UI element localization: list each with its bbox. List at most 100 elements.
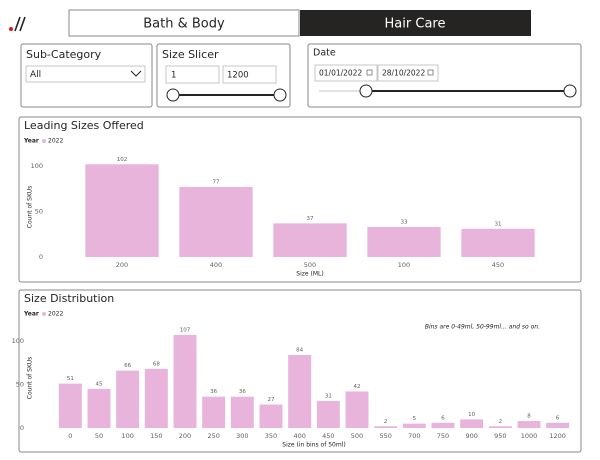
x-tick-label: 350 <box>265 432 277 440</box>
data-label: 37 <box>307 216 314 222</box>
date-input[interactable] <box>377 64 439 82</box>
bar <box>461 228 535 257</box>
data-label: 42 <box>354 384 361 390</box>
bar <box>202 396 226 428</box>
data-label: 5 <box>413 416 417 422</box>
slicer-title: Sub-Category <box>26 48 102 61</box>
slider-handle[interactable] <box>563 84 577 98</box>
bar <box>173 334 197 428</box>
x-tick-label: 200 <box>116 261 128 269</box>
range-input[interactable] <box>165 65 220 84</box>
data-label: 84 <box>296 347 303 353</box>
x-tick-label: 450 <box>492 261 504 269</box>
bar <box>431 422 455 428</box>
data-label: 36 <box>210 389 217 395</box>
data-label: 45 <box>96 381 103 387</box>
annotation: Bins are 0-49ml, 50-99ml... and so on. <box>425 324 540 331</box>
x-tick-label: 200 <box>179 432 191 440</box>
y-axis-title: Count of SKUs <box>27 186 34 229</box>
bar <box>259 404 283 428</box>
y-tick-label: 0 <box>39 253 43 261</box>
y-tick-label: 50 <box>35 208 43 216</box>
x-tick-label: 450 <box>322 432 334 440</box>
data-label: 2 <box>384 419 388 425</box>
x-tick-label: 50 <box>95 432 103 440</box>
tab-label[interactable]: Bath & Body <box>143 17 225 32</box>
x-tick-label: 100 <box>398 261 410 269</box>
bar <box>85 164 159 257</box>
data-label: 77 <box>213 180 220 186</box>
bar <box>230 396 254 428</box>
data-label: 107 <box>180 327 191 333</box>
x-tick-label: 750 <box>437 432 449 440</box>
data-label: 68 <box>153 361 160 367</box>
chart-title: Leading Sizes Offered <box>24 119 144 132</box>
x-tick-label: 700 <box>408 432 420 440</box>
range-min[interactable]: 1 <box>171 71 176 81</box>
legend-title: Year <box>23 311 39 318</box>
y-tick-label: 100 <box>31 162 43 170</box>
bar <box>546 422 570 428</box>
data-label: 102 <box>117 157 128 163</box>
dropdown-value[interactable]: All <box>30 70 41 80</box>
x-tick-label: 1200 <box>549 432 566 440</box>
tab-button-active[interactable] <box>300 10 531 36</box>
slider-handle[interactable] <box>166 88 180 102</box>
range-max[interactable]: 1200 <box>227 71 249 81</box>
x-axis-title: Size (in bins of 50ml) <box>282 442 345 449</box>
slider-handle[interactable] <box>359 84 373 98</box>
bar <box>367 227 441 257</box>
tab-label[interactable]: Hair Care <box>385 17 446 32</box>
bar <box>179 187 253 257</box>
data-label: 33 <box>401 220 408 226</box>
x-tick-label: 300 <box>236 432 248 440</box>
data-label: 2 <box>499 419 503 425</box>
x-tick-label: 900 <box>465 432 477 440</box>
x-tick-label: 550 <box>379 432 391 440</box>
date-input[interactable] <box>314 64 378 82</box>
x-tick-label: 1000 <box>521 432 538 440</box>
legend-swatch <box>42 139 46 143</box>
bar <box>517 421 541 428</box>
x-tick-label: 400 <box>210 261 222 269</box>
slicer-title: Size Slicer <box>162 48 219 61</box>
x-tick-label: 150 <box>150 432 162 440</box>
slider-handle[interactable] <box>273 88 287 102</box>
legend-swatch <box>42 312 46 316</box>
x-tick-label: 950 <box>494 432 506 440</box>
x-tick-label: 100 <box>121 432 133 440</box>
y-axis-title: Count of SKUs <box>27 357 34 400</box>
x-tick-label: 0 <box>68 432 72 440</box>
x-tick-label: 500 <box>304 261 316 269</box>
data-label: 66 <box>124 363 131 369</box>
bar <box>116 370 140 428</box>
x-tick-label: 400 <box>293 432 305 440</box>
calendar-icon[interactable] <box>366 69 373 76</box>
y-tick-label: 0 <box>20 424 24 432</box>
dropdown-chevron[interactable] <box>130 70 142 77</box>
legend-label: 2022 <box>48 138 63 145</box>
bar <box>58 383 82 428</box>
data-label: 31 <box>325 394 332 400</box>
x-tick-label: 500 <box>351 432 363 440</box>
legend-label: 2022 <box>48 311 63 318</box>
dropdown[interactable] <box>25 65 146 83</box>
data-label: 8 <box>527 414 531 420</box>
data-label: 10 <box>468 412 475 418</box>
date-start[interactable]: 01/01/2022 <box>319 69 362 78</box>
x-axis-title: Size (ML) <box>296 271 323 278</box>
date-end[interactable]: 28/10/2022 <box>382 69 425 78</box>
data-label: 6 <box>556 415 560 421</box>
data-label: 27 <box>268 397 275 403</box>
data-label: 36 <box>239 389 246 395</box>
legend-title: Year <box>23 138 39 145</box>
range-input[interactable] <box>222 65 277 84</box>
bar <box>345 391 369 428</box>
tab-button[interactable] <box>68 9 300 37</box>
calendar-icon[interactable] <box>427 69 434 76</box>
bar <box>288 354 312 428</box>
bar <box>402 423 426 428</box>
bar <box>374 426 398 428</box>
bar <box>87 388 111 428</box>
